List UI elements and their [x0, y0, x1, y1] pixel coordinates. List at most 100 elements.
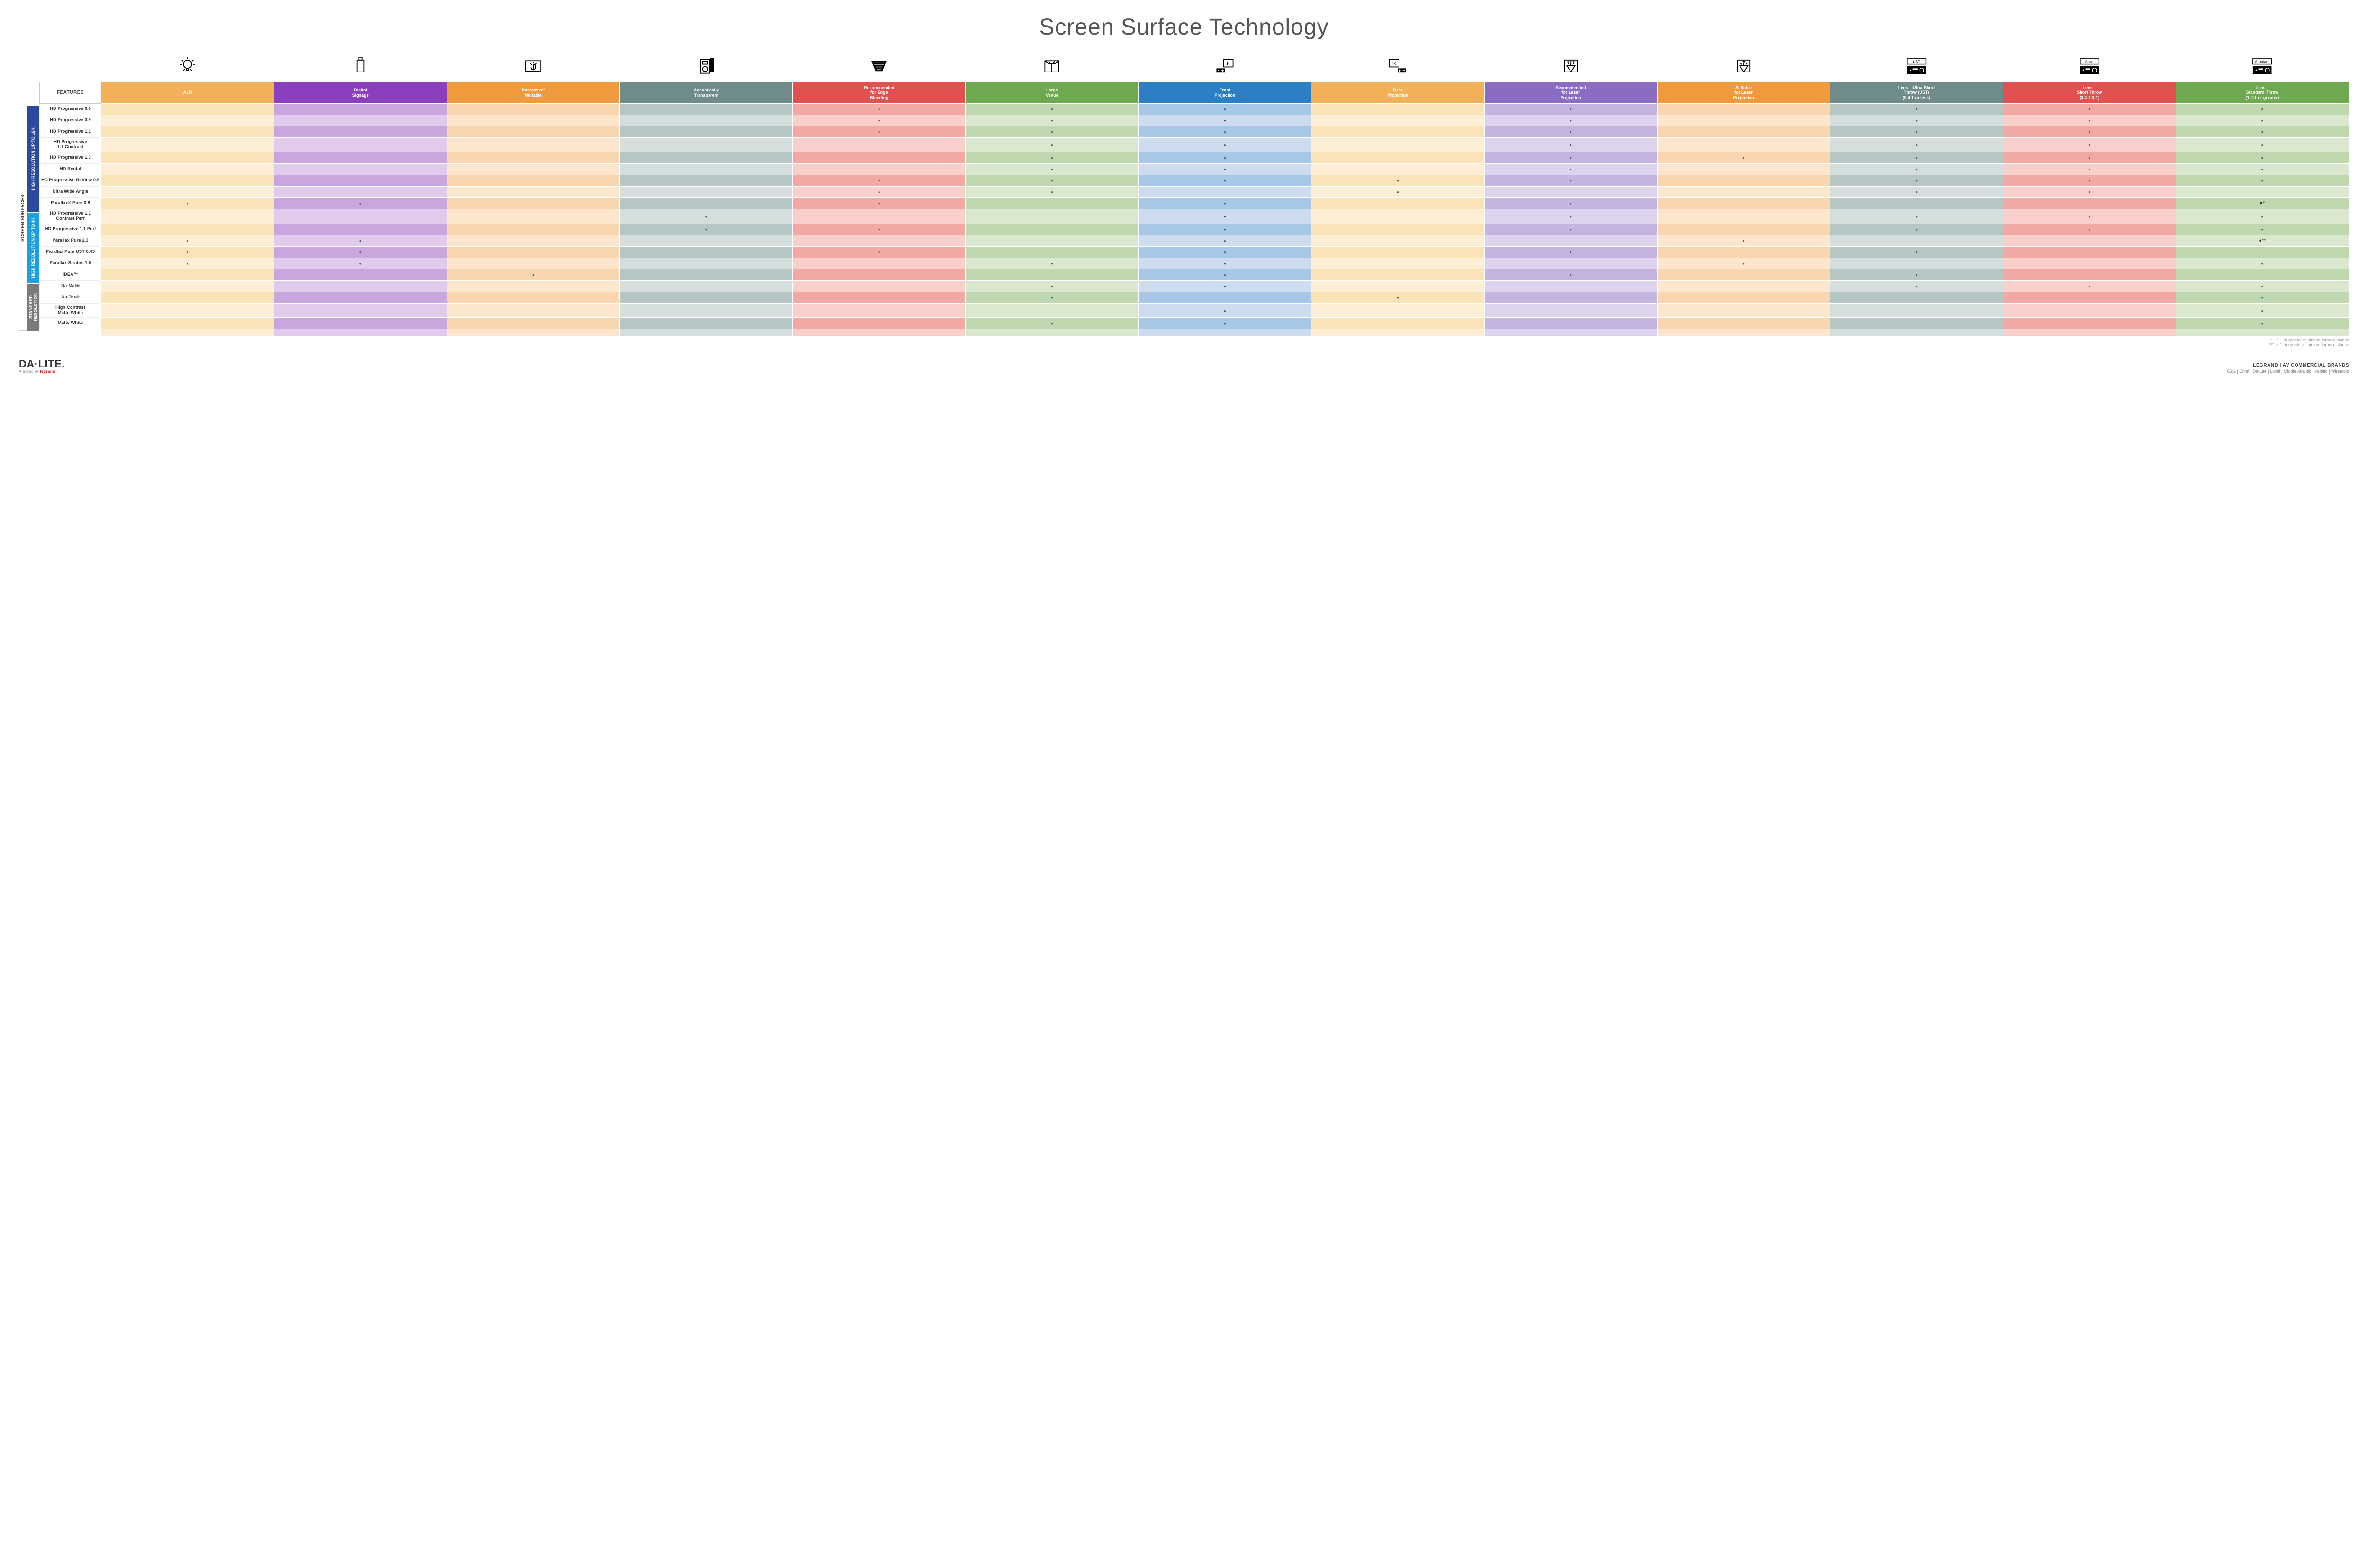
cell-slp: [1657, 126, 1830, 137]
cell-st: [2003, 197, 2176, 209]
cell-eb: [793, 163, 966, 175]
cell-ds: [274, 115, 447, 126]
table-row: Parallax Stratos 1.0: [40, 258, 2349, 269]
cell-st: [2003, 280, 2176, 292]
cell-fp: [1139, 197, 1311, 209]
cell-at: [620, 280, 793, 292]
table-row: Da-Tex®: [40, 292, 2349, 303]
cell-fp: [1139, 209, 1311, 224]
cell-st: [2003, 292, 2176, 303]
cell-iw: [447, 137, 620, 152]
cell-fp: [1139, 235, 1311, 246]
col-header-at: AcousticallyTransparent: [620, 82, 793, 103]
cell-alr: [101, 224, 274, 235]
cell-ust: [1830, 269, 2003, 280]
cell-alr: [101, 280, 274, 292]
cell-lv: [966, 126, 1139, 137]
cell-rp: [1311, 246, 1484, 258]
footer-right: LEGRAND | AV COMMERCIAL BRANDS C2G | Chi…: [2227, 363, 2349, 374]
row-label: HD Progressive 1.1 Perf: [40, 224, 101, 235]
cell-iw: [447, 235, 620, 246]
bulb-icon: [101, 54, 274, 82]
cell-lv: [966, 163, 1139, 175]
cell-rlp: [1484, 235, 1657, 246]
cell-at: [620, 318, 793, 329]
cell-ust: [1830, 103, 2003, 115]
signage-icon: [274, 54, 447, 82]
cell-st: [2003, 152, 2176, 163]
cell-alr: [101, 209, 274, 224]
cell-rp: [1311, 269, 1484, 280]
cell-alr: [101, 197, 274, 209]
cell-eb: [793, 303, 966, 318]
cell-std: ●*: [2176, 197, 2349, 209]
cell-at: [620, 115, 793, 126]
cell-lv: [966, 197, 1139, 209]
cell-slp: [1657, 152, 1830, 163]
page-footer: DA·LITE. A brand of legrand LEGRAND | AV…: [19, 354, 2349, 374]
cell-fp: [1139, 258, 1311, 269]
table-row: HD Progressive 0.6: [40, 103, 2349, 115]
cell-at: [620, 246, 793, 258]
cell-at: [620, 303, 793, 318]
footnote-1: *1.5:1 or greater minimum throw distance: [39, 338, 2349, 342]
cell-rlp: [1484, 163, 1657, 175]
touch-icon: [447, 54, 620, 82]
cell-ust: [1830, 126, 2003, 137]
cell-ds: [274, 152, 447, 163]
cell-st: [2003, 126, 2176, 137]
cell-st: [2003, 235, 2176, 246]
cell-slp: [1657, 163, 1830, 175]
cell-rp: [1311, 280, 1484, 292]
standard-icon: Standard: [2176, 54, 2349, 82]
cell-rp: [1311, 137, 1484, 152]
cell-ds: [274, 224, 447, 235]
col-header-eb: Recommendedfor EdgeBlending: [793, 82, 966, 103]
footer-brands-title: LEGRAND | AV COMMERCIAL BRANDS: [2227, 363, 2349, 368]
cell-fp: [1139, 303, 1311, 318]
cell-std: [2176, 246, 2349, 258]
cell-ds: [274, 269, 447, 280]
svg-text:Short: Short: [2085, 60, 2094, 64]
cell-st: [2003, 258, 2176, 269]
cell-iw: [447, 269, 620, 280]
cell-at: [620, 186, 793, 197]
cell-ds: [274, 235, 447, 246]
laser-ok-icon: ★: [1657, 54, 1830, 82]
svg-text:R: R: [1392, 61, 1396, 66]
cell-rlp: [1484, 303, 1657, 318]
cell-rp: [1311, 126, 1484, 137]
ust-icon: UST: [1830, 54, 2003, 82]
cell-rlp: [1484, 269, 1657, 280]
footnote-2: **1.8:1 or greater minimum throw distanc…: [39, 342, 2349, 347]
cell-lv: [966, 175, 1139, 186]
cell-rp: [1311, 235, 1484, 246]
cell-ust: [1830, 224, 2003, 235]
table-row: IDEA™: [40, 269, 2349, 280]
col-header-ds: DigitalSignage: [274, 82, 447, 103]
cell-slp: [1657, 197, 1830, 209]
cell-lv: [966, 246, 1139, 258]
cell-ds: [274, 103, 447, 115]
cell-lv: [966, 103, 1139, 115]
cell-slp: [1657, 175, 1830, 186]
cell-eb: [793, 115, 966, 126]
cell-slp: [1657, 115, 1830, 126]
col-header-rp: RearProjection: [1311, 82, 1484, 103]
cell-fp: [1139, 163, 1311, 175]
cell-rp: [1311, 292, 1484, 303]
cell-rlp: [1484, 175, 1657, 186]
brand-name: DA·LITE.: [19, 358, 65, 370]
cell-ust: [1830, 303, 2003, 318]
cell-ust: [1830, 292, 2003, 303]
table-row: Parallax Pure 2.3●**: [40, 235, 2349, 246]
group-label: HIGH RESOLUTION UP TO 16K: [27, 106, 39, 212]
row-label: Parallax® Pure 0.8: [40, 197, 101, 209]
cell-eb: [793, 209, 966, 224]
cell-ust: [1830, 258, 2003, 269]
cell-ds: [274, 126, 447, 137]
cell-eb: [793, 235, 966, 246]
cell-lv: [966, 115, 1139, 126]
cell-std: [2176, 224, 2349, 235]
cell-rlp: [1484, 258, 1657, 269]
